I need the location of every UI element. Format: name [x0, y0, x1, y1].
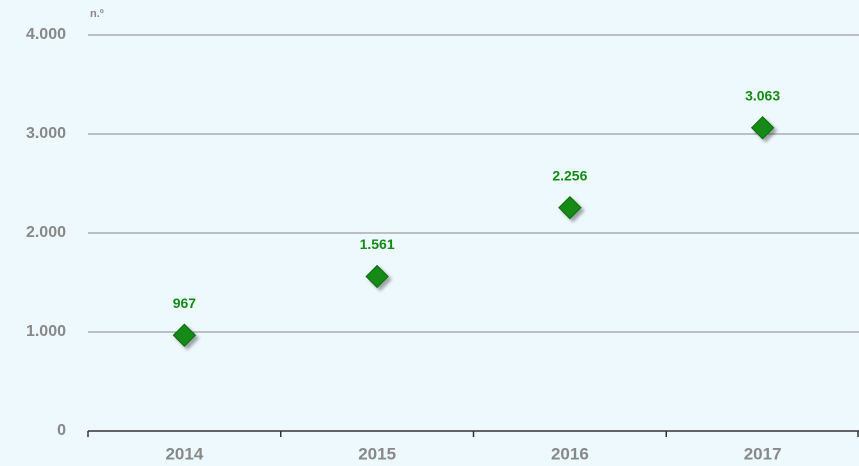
- data-label: 3.063: [745, 87, 780, 103]
- x-tick-label: 2016: [551, 444, 589, 463]
- x-tick-label: 2014: [165, 444, 203, 463]
- data-label: 2.256: [552, 167, 587, 183]
- y-tick-label: 4.000: [26, 26, 66, 43]
- marker: [558, 195, 582, 220]
- marker: [172, 323, 197, 347]
- x-tick-label: 2017: [744, 444, 782, 463]
- y-tick-label: 2.000: [26, 224, 66, 241]
- y-tick-label: 1.000: [26, 323, 66, 340]
- marker: [750, 116, 775, 140]
- y-tick-label: 0: [57, 422, 66, 439]
- data-label: 967: [173, 295, 197, 311]
- x-tick-label: 2015: [358, 444, 396, 463]
- data-label: 1.561: [360, 236, 395, 252]
- y-tick-label: 3.000: [26, 125, 66, 142]
- unit-label: n.º: [90, 8, 104, 20]
- marker: [365, 264, 389, 289]
